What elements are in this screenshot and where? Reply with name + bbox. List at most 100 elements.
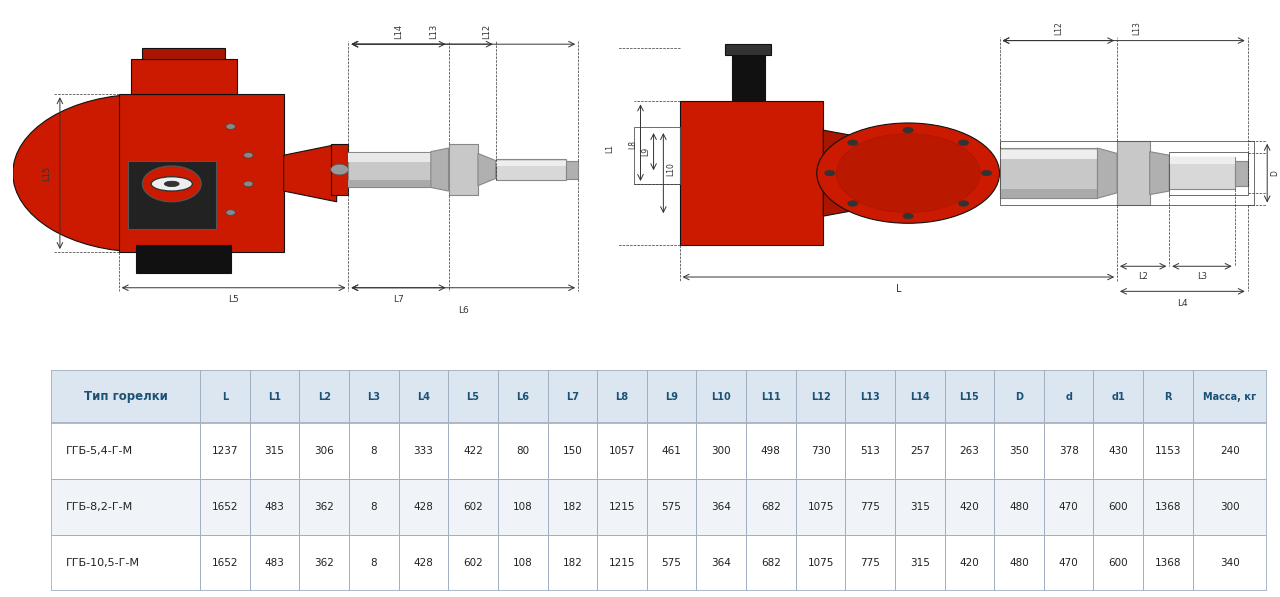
Bar	[348, 180, 431, 187]
Bar	[142, 48, 225, 59]
Text: 1075: 1075	[808, 558, 833, 568]
Text: R: R	[1165, 392, 1171, 402]
Bar	[51, 370, 1267, 423]
Text: 315: 315	[265, 446, 284, 456]
Text: 428: 428	[413, 558, 434, 568]
Circle shape	[13, 94, 271, 252]
Bar	[495, 161, 566, 166]
Text: L1: L1	[605, 143, 614, 153]
Bar	[131, 59, 237, 94]
Bar	[1170, 152, 1248, 195]
Text: 340: 340	[1220, 558, 1240, 568]
Text: L1: L1	[268, 392, 282, 402]
Text: ГГБ-5,4-Г-М: ГГБ-5,4-Г-М	[65, 446, 133, 456]
Bar	[1170, 157, 1234, 189]
Text: L6: L6	[458, 306, 468, 315]
Text: 300: 300	[712, 446, 731, 456]
Bar	[634, 127, 680, 184]
Text: L8: L8	[616, 392, 628, 402]
Bar	[51, 479, 1267, 535]
Circle shape	[243, 181, 253, 187]
Text: 1075: 1075	[808, 502, 833, 512]
Text: 350: 350	[1009, 446, 1029, 456]
Text: L10: L10	[667, 162, 676, 177]
Polygon shape	[284, 144, 337, 202]
Text: 575: 575	[662, 502, 681, 512]
Ellipse shape	[164, 181, 179, 186]
Text: 682: 682	[760, 502, 781, 512]
Circle shape	[824, 170, 835, 176]
Text: L13: L13	[429, 23, 438, 39]
Text: 730: 730	[810, 446, 831, 456]
Text: 422: 422	[463, 446, 483, 456]
Text: L7: L7	[566, 392, 579, 402]
Text: 150: 150	[562, 446, 582, 456]
Bar	[495, 159, 566, 180]
Text: 470: 470	[1059, 558, 1079, 568]
Ellipse shape	[151, 177, 192, 191]
Text: 430: 430	[1108, 446, 1128, 456]
Text: Масса, кг: Масса, кг	[1203, 392, 1257, 402]
Polygon shape	[1097, 148, 1117, 198]
Text: 602: 602	[463, 502, 483, 512]
Text: L9: L9	[666, 392, 678, 402]
Text: 461: 461	[662, 446, 681, 456]
Bar	[1000, 150, 1097, 159]
Text: 470: 470	[1059, 502, 1079, 512]
FancyBboxPatch shape	[128, 161, 216, 229]
Text: 1652: 1652	[211, 502, 238, 512]
Circle shape	[817, 123, 1000, 223]
Bar	[119, 94, 284, 252]
Text: L3: L3	[1197, 272, 1207, 281]
Bar	[51, 535, 1267, 591]
Text: 513: 513	[860, 446, 881, 456]
Text: 378: 378	[1059, 446, 1079, 456]
Text: L14: L14	[394, 24, 403, 39]
Text: 108: 108	[513, 558, 532, 568]
Bar	[348, 152, 431, 187]
Text: d1: d1	[1111, 392, 1125, 402]
Polygon shape	[823, 130, 863, 216]
Circle shape	[227, 210, 236, 216]
Text: d: d	[1065, 392, 1073, 402]
Text: L6: L6	[516, 392, 529, 402]
Bar	[566, 161, 579, 179]
Circle shape	[982, 170, 992, 176]
Text: 364: 364	[712, 558, 731, 568]
Circle shape	[902, 127, 914, 133]
Text: 80: 80	[516, 446, 529, 456]
Text: L13: L13	[860, 392, 881, 402]
Text: 362: 362	[315, 502, 334, 512]
Text: 362: 362	[315, 558, 334, 568]
Text: 480: 480	[1009, 558, 1029, 568]
Text: 1237: 1237	[211, 446, 238, 456]
Bar	[1170, 157, 1234, 164]
Circle shape	[836, 134, 980, 213]
Text: 182: 182	[562, 558, 582, 568]
Text: ГГБ-8,2-Г-М: ГГБ-8,2-Г-М	[65, 502, 133, 512]
Circle shape	[227, 124, 236, 130]
Polygon shape	[1149, 152, 1170, 195]
Bar	[137, 245, 230, 273]
Bar	[1000, 189, 1097, 198]
Text: L7: L7	[393, 295, 403, 304]
Bar	[1117, 141, 1149, 205]
Text: 240: 240	[1220, 446, 1240, 456]
Text: D: D	[1015, 392, 1023, 402]
Text: L4: L4	[417, 392, 430, 402]
Text: 428: 428	[413, 502, 434, 512]
Circle shape	[902, 213, 914, 219]
Text: 8: 8	[370, 558, 378, 568]
Text: 420: 420	[960, 502, 979, 512]
Text: 315: 315	[910, 502, 929, 512]
Text: L15: L15	[42, 165, 51, 181]
Bar	[1234, 161, 1248, 186]
Bar	[680, 101, 823, 245]
Text: 300: 300	[1220, 502, 1240, 512]
Bar	[726, 44, 771, 55]
Bar	[330, 144, 348, 195]
Circle shape	[847, 140, 858, 146]
Text: L: L	[221, 392, 228, 402]
Text: 315: 315	[910, 558, 929, 568]
Text: L4: L4	[1178, 298, 1188, 307]
